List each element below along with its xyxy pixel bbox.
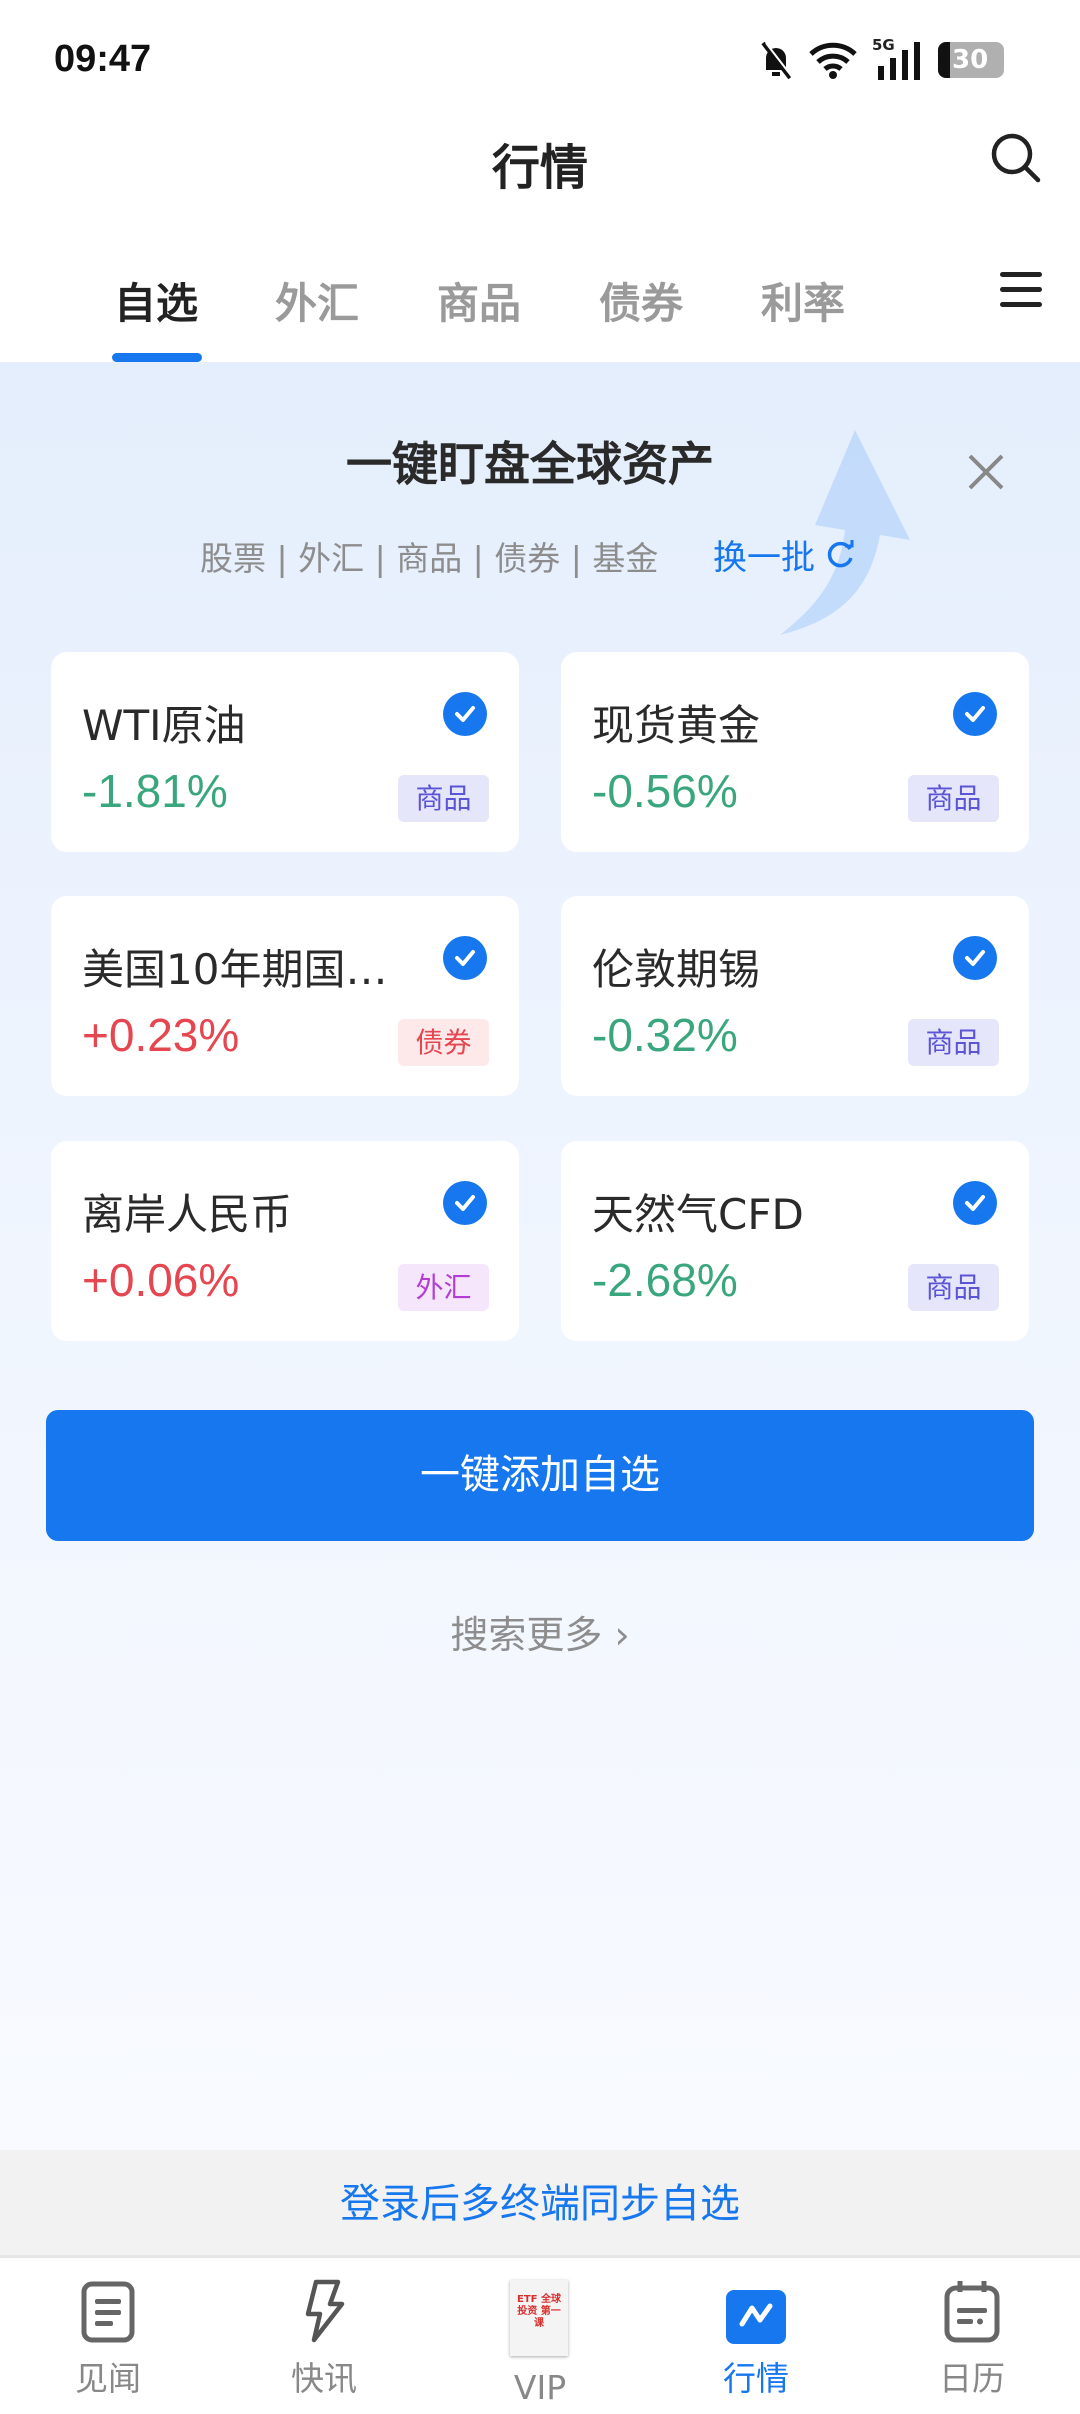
asset-name: 现货黄金	[592, 701, 761, 750]
asset-change: -0.32%	[592, 1009, 738, 1061]
nav-label: 快讯	[291, 2359, 357, 2398]
refresh-batch-button[interactable]: 换一批	[713, 530, 855, 579]
asset-name: 离岸人民币	[82, 1190, 293, 1239]
document-icon	[81, 2281, 135, 2343]
tab-bar: 自选 外汇 商品 债券 利率	[0, 262, 1080, 362]
asset-change: +0.06%	[82, 1254, 240, 1306]
nav-label: 日历	[939, 2359, 1005, 2398]
nav-item-market[interactable]: 行情	[648, 2260, 864, 2414]
battery-icon: 30	[938, 42, 1004, 78]
search-icon[interactable]	[988, 130, 1044, 186]
refresh-label: 换一批	[713, 538, 815, 578]
tab-rates[interactable]: 利率	[761, 279, 846, 328]
asset-type-tag: 商品	[908, 1264, 999, 1311]
book-cover-icon: ETF 全球投资 第一课	[510, 2280, 568, 2356]
asset-change: -2.68%	[592, 1254, 738, 1306]
status-icons: 5G 30	[758, 36, 1004, 80]
active-tab-indicator	[112, 353, 202, 362]
page-title: 行情	[491, 140, 588, 196]
battery-level: 30	[952, 45, 989, 75]
arrow-up-decoration-icon	[780, 430, 910, 635]
checkmark-circle-icon[interactable]	[443, 936, 487, 980]
calendar-icon	[944, 2281, 1000, 2343]
asset-change: -0.56%	[592, 765, 738, 817]
asset-name: 美国10年期国…	[82, 945, 388, 994]
checkmark-circle-icon[interactable]	[443, 692, 487, 736]
checkmark-circle-icon[interactable]	[443, 1181, 487, 1225]
asset-card[interactable]: 现货黄金 -0.56% 商品	[561, 652, 1029, 852]
asset-change: -1.81%	[82, 765, 228, 817]
asset-name: 天然气CFD	[592, 1190, 804, 1239]
nav-item-calendar[interactable]: 日历	[864, 2260, 1080, 2414]
login-sync-banner[interactable]: 登录后多终端同步自选	[0, 2150, 1080, 2258]
add-all-watchlist-button[interactable]: 一键添加自选	[46, 1410, 1034, 1541]
tab-bonds[interactable]: 债券	[599, 279, 684, 328]
tab-commodities[interactable]: 商品	[437, 279, 522, 328]
promo-heading: 一键盯盘全球资产	[346, 437, 714, 491]
nav-item-news[interactable]: 见闻	[0, 2260, 216, 2414]
asset-name: 伦敦期锡	[592, 945, 761, 994]
asset-card[interactable]: WTI原油 -1.81% 商品	[51, 652, 519, 852]
asset-card[interactable]: 伦敦期锡 -0.32% 商品	[561, 896, 1029, 1096]
asset-categories: 股票 | 外汇 | 商品 | 债券 | 基金	[200, 539, 659, 578]
asset-type-tag: 商品	[908, 1019, 999, 1066]
checkmark-circle-icon[interactable]	[953, 692, 997, 736]
refresh-icon	[827, 539, 854, 567]
asset-name: WTI原油	[82, 701, 246, 750]
asset-type-tag: 债券	[398, 1019, 489, 1066]
checkmark-circle-icon[interactable]	[953, 936, 997, 980]
wifi-icon	[809, 42, 857, 79]
nav-label: 行情	[723, 2359, 789, 2398]
asset-card[interactable]: 天然气CFD -2.68% 商品	[561, 1141, 1029, 1341]
bell-off-icon	[761, 41, 794, 80]
nav-label: 见闻	[75, 2359, 141, 2398]
chart-icon	[726, 2290, 786, 2344]
status-bar: 09:47 5G 30	[0, 0, 1080, 120]
asset-card[interactable]: 美国10年期国… +0.23% 债券	[51, 896, 519, 1096]
tab-forex[interactable]: 外汇	[275, 279, 360, 328]
asset-change: +0.23%	[82, 1009, 240, 1061]
close-icon[interactable]	[962, 448, 1010, 496]
status-time: 09:47	[54, 38, 152, 80]
asset-type-tag: 商品	[398, 775, 489, 822]
lightning-icon	[305, 2279, 345, 2343]
network-type: 5G	[872, 36, 895, 54]
search-more-link[interactable]: 搜索更多 ›	[450, 1613, 630, 1657]
checkmark-circle-icon[interactable]	[953, 1181, 997, 1225]
book-cover-text: ETF 全球投资 第一课	[517, 2294, 561, 2329]
menu-icon[interactable]	[1000, 270, 1044, 310]
asset-type-tag: 外汇	[398, 1264, 489, 1311]
tab-watchlist[interactable]: 自选	[114, 279, 199, 328]
bottom-nav: 见闻 快讯 ETF 全球投资 第一课 VIP 行情 日历	[0, 2260, 1080, 2414]
nav-item-flash[interactable]: 快讯	[216, 2260, 432, 2414]
asset-card[interactable]: 离岸人民币 +0.06% 外汇	[51, 1141, 519, 1341]
nav-item-vip[interactable]: ETF 全球投资 第一课 VIP	[432, 2260, 648, 2414]
signal-icon: 5G	[872, 36, 924, 80]
nav-label: VIP	[513, 2368, 567, 2407]
asset-type-tag: 商品	[908, 775, 999, 822]
